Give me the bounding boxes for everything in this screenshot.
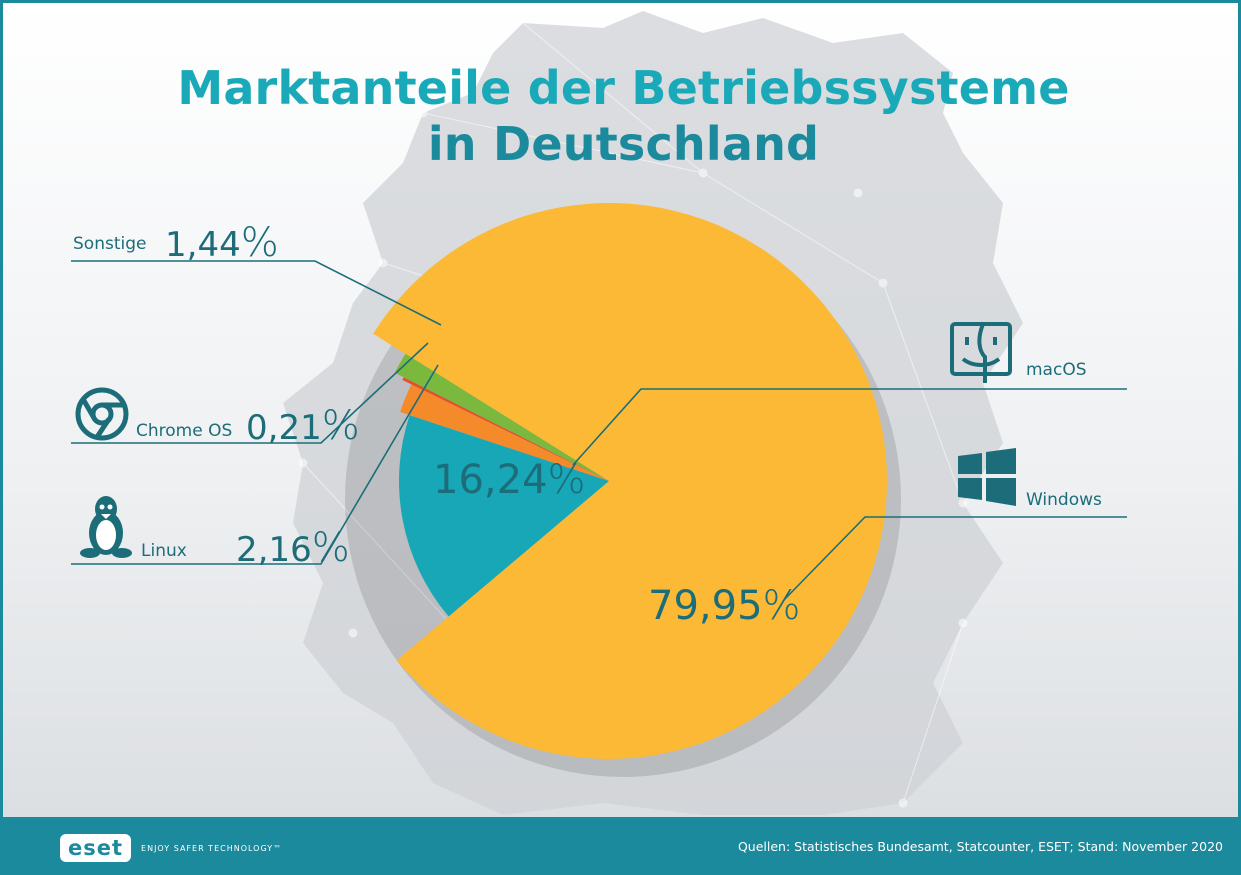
tux-penguin-icon	[80, 496, 132, 558]
source-note: Quellen: Statistisches Bundesamt, Statco…	[737, 839, 1223, 854]
label-chromeos: Chrome OS	[136, 421, 233, 441]
leader-line-sonstige	[71, 260, 442, 326]
value-sonstige: 1,44%	[165, 220, 279, 266]
chart-title-line-1: Marktanteile der Betriebssysteme	[177, 61, 1070, 115]
leader-line-chromeos	[71, 342, 429, 444]
slice-windows	[373, 203, 887, 760]
label-sonstige: Sonstige	[73, 234, 147, 254]
eset-logo-wordmark: eset	[60, 834, 132, 862]
leader-line-macos	[572, 388, 1127, 466]
value-macos: 16,24%	[433, 457, 586, 503]
slice-chromeos	[402, 377, 609, 481]
value-windows: 79,95%	[648, 583, 801, 629]
leader-line-linux	[71, 364, 439, 565]
label-macos: macOS	[1026, 360, 1087, 380]
label-windows: Windows	[1026, 490, 1102, 510]
eset-logo: eset ENJOY SAFER TECHNOLOGY™	[60, 834, 282, 862]
pie-chart	[71, 203, 1127, 777]
slice-macos	[399, 415, 609, 617]
apple-finder-icon	[950, 322, 1012, 383]
value-chromeos: 0,21%	[246, 403, 360, 449]
value-linux: 2,16%	[236, 525, 350, 571]
label-linux: Linux	[141, 541, 187, 561]
windows-logo-icon	[958, 448, 1016, 506]
leader-line-windows	[782, 516, 1127, 602]
eset-tagline: ENJOY SAFER TECHNOLOGY™	[141, 843, 283, 853]
chrome-logo-icon	[75, 387, 129, 441]
footer-bar: eset ENJOY SAFER TECHNOLOGY™ Quellen: St…	[3, 817, 1238, 872]
slice-linux	[400, 384, 609, 481]
slice-sonstige	[394, 353, 609, 481]
chart-title-line-2: in Deutschland	[427, 117, 820, 171]
